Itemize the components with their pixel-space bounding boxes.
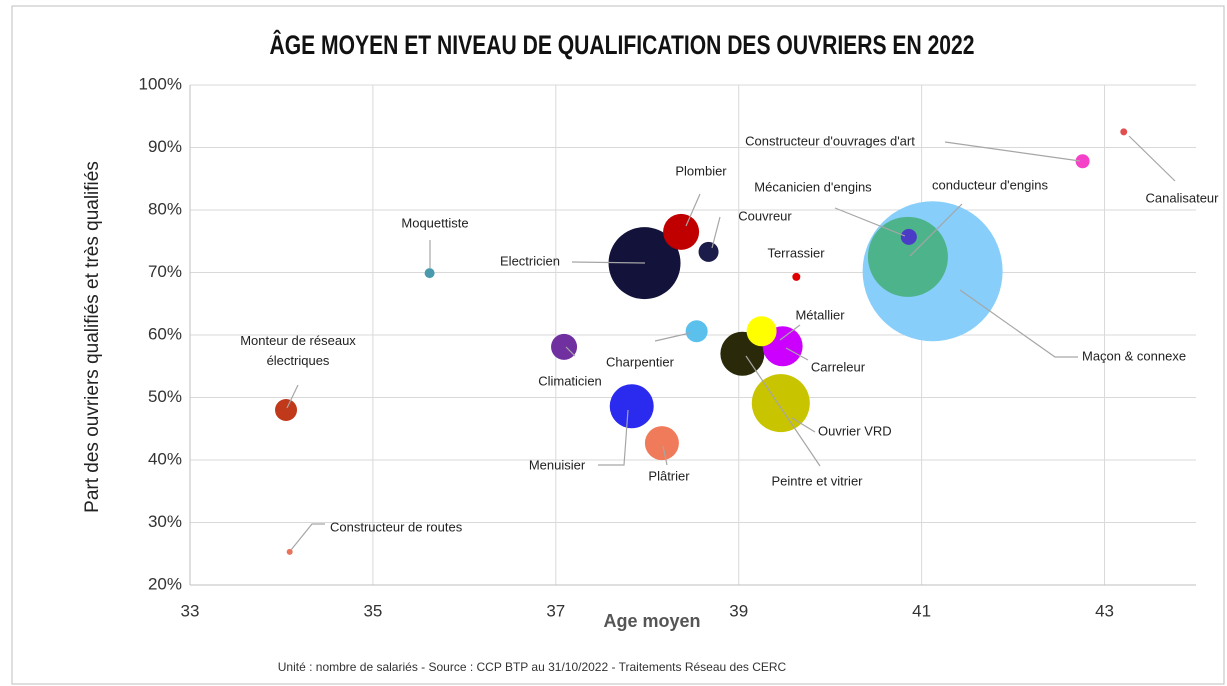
- bubble: [286, 548, 293, 555]
- bubble: [698, 241, 719, 262]
- point-label: Couvreur: [738, 208, 792, 223]
- bubble: [792, 272, 801, 281]
- y-axis-label: Part des ouvriers qualifiés et très qual…: [82, 161, 103, 513]
- leader-line: [662, 445, 668, 466]
- leader-line: [785, 347, 809, 361]
- point-label: Monteur de réseaux électriques: [240, 333, 356, 368]
- bubble: [1120, 128, 1128, 136]
- bubble: [551, 333, 578, 360]
- bubble: [275, 399, 298, 421]
- point-label: Constructeur d'ouvrages d'art: [745, 133, 915, 148]
- leader-line: [791, 417, 816, 433]
- bubble: [644, 426, 679, 461]
- point-label: Menuisier: [529, 457, 586, 472]
- point-label: Plombier: [675, 163, 727, 178]
- leader-line: [1128, 135, 1176, 182]
- x-axis-label: Age moyen: [603, 611, 700, 631]
- bubble: [1075, 154, 1090, 169]
- point-label: Métallier: [795, 307, 845, 322]
- x-tick-label: 35: [363, 601, 382, 620]
- leader-line: [944, 141, 1081, 162]
- point-label: Mécanicien d'engins: [754, 179, 872, 194]
- leader-line: [565, 346, 576, 357]
- point-label: Peintre et vitrier: [771, 473, 863, 488]
- leader-line: [834, 207, 906, 237]
- bubble: [685, 320, 708, 343]
- point-label: conducteur d'engins: [932, 177, 1048, 192]
- y-tick-label: 30%: [148, 512, 182, 531]
- bubble: [746, 316, 777, 347]
- leader-line: [745, 355, 821, 467]
- x-tick-label: 39: [729, 601, 748, 620]
- bubble: [663, 213, 700, 250]
- leader-line: [909, 203, 963, 257]
- leader-line: [711, 216, 721, 249]
- point-label: Canalisateur: [1146, 190, 1220, 205]
- leader-line: [654, 332, 691, 342]
- point-label: Maçon & connexe: [1082, 348, 1186, 363]
- leader-line: [685, 193, 701, 227]
- bubble: [751, 374, 810, 433]
- leader-line: [571, 261, 646, 264]
- chart-title: ÂGE MOYEN ET NIVEAU DE QUALIFICATION DES…: [270, 29, 975, 60]
- point-label: Climaticien: [538, 373, 602, 388]
- point-label: Terrassier: [767, 245, 825, 260]
- y-tick-label: 100%: [139, 74, 182, 93]
- y-tick-label: 40%: [148, 449, 182, 468]
- leader-line: [779, 324, 801, 341]
- chart-frame: [11, 5, 1225, 685]
- bubble: [900, 228, 917, 245]
- leader-line: [959, 289, 1078, 358]
- leader-line: [286, 384, 299, 409]
- bubble: [867, 216, 948, 297]
- point-label: Moquettiste: [401, 215, 468, 230]
- x-tick-label: 43: [1095, 601, 1114, 620]
- bubble: [424, 268, 435, 279]
- bubble: [609, 384, 654, 429]
- y-tick-label: 70%: [148, 262, 182, 281]
- y-tick-label: 60%: [148, 324, 182, 343]
- footnote: Unité : nombre de salariés - Source : CC…: [278, 660, 787, 674]
- leader-line: [290, 523, 325, 551]
- point-label: Carreleur: [811, 359, 866, 374]
- label-box: Monteur de réseaux électriques: [240, 333, 356, 368]
- point-label: Charpentier: [606, 354, 675, 369]
- y-tick-label: 90%: [148, 137, 182, 156]
- point-label: Plâtrier: [648, 468, 690, 483]
- leader-line: [598, 409, 629, 466]
- point-label: Electricien: [500, 253, 560, 268]
- y-tick-label: 20%: [148, 574, 182, 593]
- x-tick-label: 41: [912, 601, 931, 620]
- y-tick-label: 80%: [148, 199, 182, 218]
- point-label: Ouvrier VRD: [818, 423, 892, 438]
- x-tick-label: 33: [181, 601, 200, 620]
- x-tick-label: 37: [546, 601, 565, 620]
- y-tick-label: 50%: [148, 387, 182, 406]
- point-label: Constructeur de routes: [330, 519, 463, 534]
